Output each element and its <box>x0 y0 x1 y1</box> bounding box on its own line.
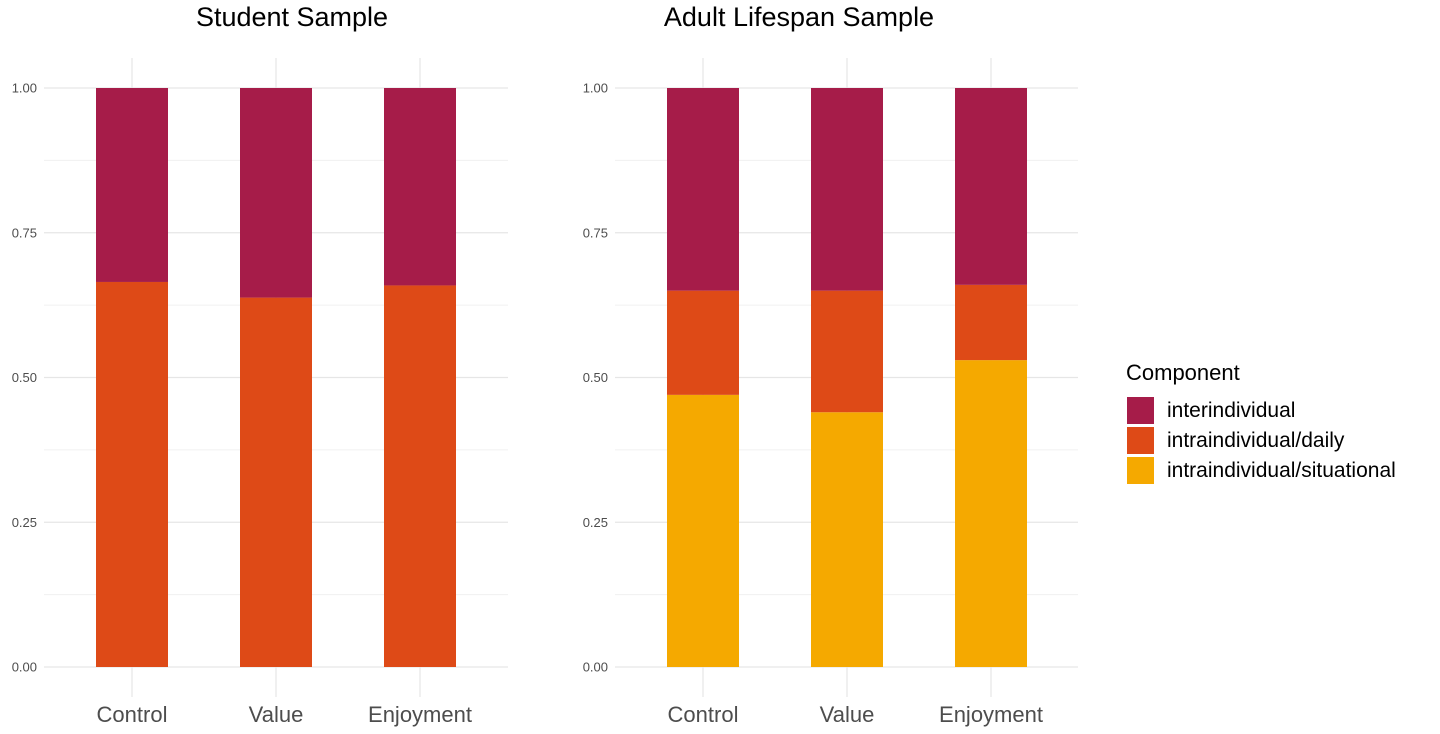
x-tick-label-enjoyment: Enjoyment <box>939 702 1043 727</box>
bar-enjoyment-intraindividual-daily <box>384 285 456 667</box>
x-tick-label-control: Control <box>668 702 739 727</box>
x-tick-label-value: Value <box>820 702 875 727</box>
bar-value-intraindividual-daily <box>811 290 883 413</box>
y-tick-label: 0.00 <box>12 660 37 675</box>
x-tick-label-enjoyment: Enjoyment <box>368 702 472 727</box>
panel-student-sample: Student Sample 0.00 0.25 0.50 0.75 1.00 Cont… <box>12 2 508 727</box>
bar-control-intraindividual-daily <box>667 290 739 395</box>
legend-label-intraindividual-situational: intraindividual/situational <box>1167 459 1396 482</box>
bar-enjoyment-intraindividual-daily <box>955 284 1027 361</box>
legend-label-interindividual: interindividual <box>1167 399 1295 422</box>
y-tick-label: 0.50 <box>12 370 37 385</box>
bar-control-interindividual <box>667 88 739 291</box>
y-tick-label: 0.75 <box>12 225 37 240</box>
panel-title-adult: Adult Lifespan Sample <box>664 2 934 32</box>
y-tick-label: 0.25 <box>583 515 608 530</box>
bar-enjoyment-interindividual <box>955 88 1027 285</box>
legend-title: Component <box>1126 360 1240 385</box>
y-ticks-student: 0.00 0.25 0.50 0.75 1.00 <box>12 81 37 675</box>
panel-adult-lifespan-sample: Adult Lifespan Sample 0.00 0.25 0.50 0.75 1.… <box>583 2 1078 727</box>
bar-value-intraindividual-daily <box>240 297 312 667</box>
legend: Component interindividual intraindividual… <box>1126 360 1396 484</box>
x-ticks-adult: Control Value Enjoyment <box>668 702 1043 727</box>
y-tick-label: 0.75 <box>583 225 608 240</box>
x-tick-label-value: Value <box>249 702 304 727</box>
y-tick-label: 0.25 <box>12 515 37 530</box>
x-ticks-student: Control Value Enjoyment <box>97 702 472 727</box>
bar-enjoyment-interindividual <box>384 88 456 286</box>
bar-value-interindividual <box>240 88 312 298</box>
bar-control-intraindividual-situational <box>667 394 739 667</box>
legend-swatch-intraindividual-daily <box>1127 427 1154 454</box>
bar-enjoyment-intraindividual-situational <box>955 360 1027 667</box>
bars-adult <box>667 88 1027 667</box>
legend-swatch-intraindividual-situational <box>1127 457 1154 484</box>
y-tick-label: 0.00 <box>583 660 608 675</box>
bar-control-interindividual <box>96 88 168 282</box>
legend-swatch-interindividual <box>1127 397 1154 424</box>
x-tick-label-control: Control <box>97 702 168 727</box>
bar-control-intraindividual-daily <box>96 281 168 667</box>
bars-student <box>96 88 456 667</box>
bar-value-intraindividual-situational <box>811 412 883 667</box>
panel-title-student: Student Sample <box>196 2 388 32</box>
y-tick-label: 1.00 <box>12 81 37 96</box>
y-ticks-adult: 0.00 0.25 0.50 0.75 1.00 <box>583 81 608 675</box>
bar-value-interindividual <box>811 88 883 291</box>
y-tick-label: 0.50 <box>583 370 608 385</box>
y-tick-label: 1.00 <box>583 81 608 96</box>
legend-items: interindividual intraindividual/daily intr… <box>1127 397 1396 484</box>
legend-label-intraindividual-daily: intraindividual/daily <box>1167 429 1345 452</box>
